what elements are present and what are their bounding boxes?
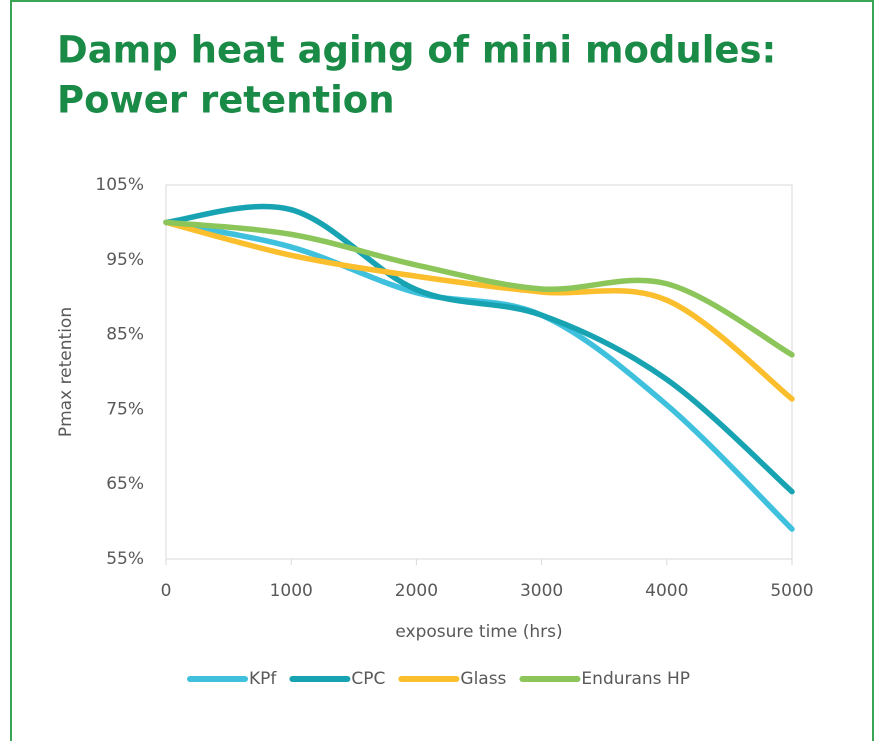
page-border [10, 0, 874, 741]
legend-label: Endurans HP [581, 669, 690, 689]
y-tick-label: 105% [95, 175, 144, 195]
x-tick-label: 2000 [395, 581, 438, 601]
y-tick-label: 55% [106, 549, 144, 569]
chart-title: Damp heat aging of mini modules: [57, 29, 776, 72]
chart-title: Power retention [57, 79, 395, 122]
series-line [163, 219, 795, 358]
x-axis-title: exposure time (hrs) [395, 622, 562, 642]
series-line [163, 219, 795, 402]
y-tick-label: 95% [106, 250, 144, 270]
y-tick-label: 85% [106, 325, 144, 345]
y-tick-label: 75% [106, 399, 144, 419]
y-tick-label: 65% [106, 474, 144, 494]
x-tick-label: 3000 [520, 581, 563, 601]
x-tick-label: 0 [161, 581, 172, 601]
legend-label: KPf [249, 669, 277, 689]
series-line [163, 219, 795, 532]
legend-label: Glass [460, 669, 506, 689]
x-tick-label: 5000 [770, 581, 813, 601]
plot-frame [165, 184, 793, 560]
x-tick-label: 1000 [270, 581, 313, 601]
series-line [163, 203, 795, 495]
x-tick-label: 4000 [645, 581, 688, 601]
y-axis-title: Pmax retention [56, 307, 76, 437]
legend-label: CPC [351, 669, 385, 689]
